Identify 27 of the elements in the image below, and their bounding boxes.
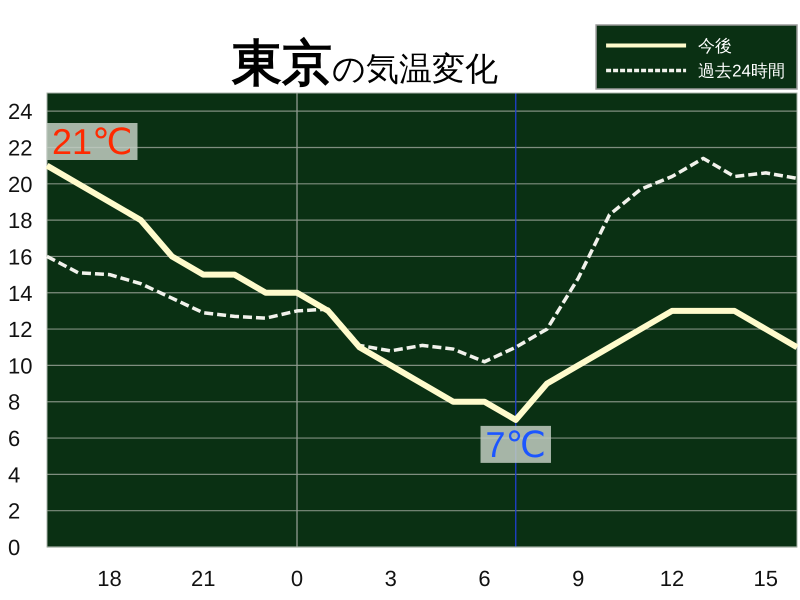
x-tick-label: 6 xyxy=(478,566,491,591)
x-tick-label: 18 xyxy=(97,566,122,591)
x-tick-label: 9 xyxy=(572,566,584,591)
legend-label: 過去24時間 xyxy=(698,62,785,80)
annotation: 7℃ xyxy=(486,424,546,465)
y-tick-label: 10 xyxy=(8,353,32,378)
y-tick-label: 6 xyxy=(8,426,20,452)
y-tick-label: 24 xyxy=(8,99,32,124)
chart-title: 東京の気温変化 xyxy=(231,35,498,91)
y-tick-label: 8 xyxy=(8,390,20,415)
x-tick-label: 15 xyxy=(754,566,778,591)
annotation: 21℃ xyxy=(52,121,132,162)
legend-label: 今後 xyxy=(698,36,732,56)
y-tick-label: 20 xyxy=(8,172,32,197)
y-tick-label: 4 xyxy=(8,462,20,488)
y-tick-label: 14 xyxy=(8,280,32,306)
y-tick-label: 16 xyxy=(8,244,32,270)
y-tick-label: 22 xyxy=(8,135,32,160)
x-tick-label: 0 xyxy=(290,566,304,591)
y-tick-label: 12 xyxy=(8,317,32,342)
y-tick-label: 2 xyxy=(8,498,20,524)
x-tick-label: 12 xyxy=(660,566,684,591)
x-tick-label: 3 xyxy=(384,566,397,591)
y-tick-label: 18 xyxy=(8,208,32,234)
x-tick-label: 21 xyxy=(191,566,216,591)
y-tick-label: 0 xyxy=(8,535,20,560)
line-series xyxy=(45,156,799,364)
